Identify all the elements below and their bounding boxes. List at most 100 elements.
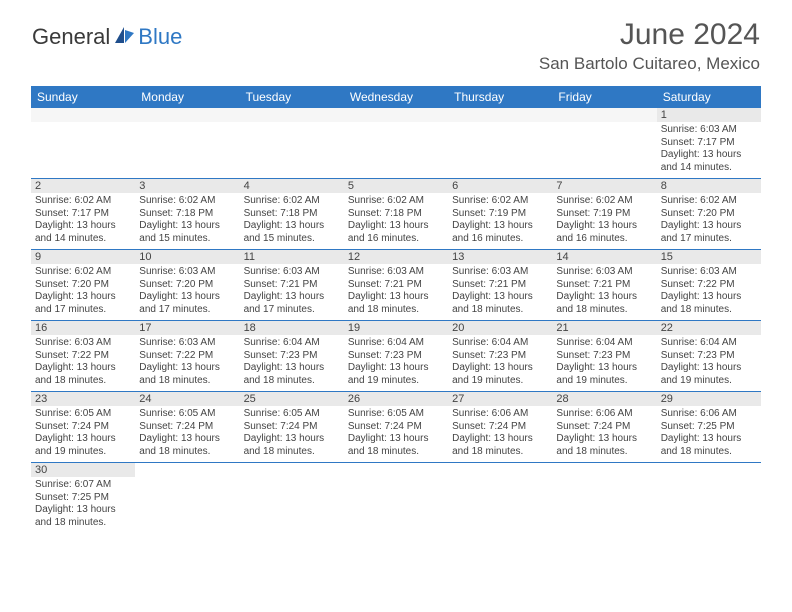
daylight-text: Daylight: 13 hours and 17 minutes. xyxy=(35,291,131,316)
col-sunday: Sunday xyxy=(31,86,135,108)
day-detail: Sunrise: 6:03 AMSunset: 7:21 PMDaylight:… xyxy=(344,264,448,320)
sunset-text: Sunset: 7:20 PM xyxy=(139,279,235,292)
daylight-text: Daylight: 13 hours and 15 minutes. xyxy=(139,220,235,245)
sunset-text: Sunset: 7:24 PM xyxy=(556,421,652,434)
calendar-cell: 6Sunrise: 6:02 AMSunset: 7:19 PMDaylight… xyxy=(448,179,552,250)
day-detail: Sunrise: 6:04 AMSunset: 7:23 PMDaylight:… xyxy=(552,335,656,391)
daylight-text: Daylight: 13 hours and 16 minutes. xyxy=(556,220,652,245)
calendar-cell: 15Sunrise: 6:03 AMSunset: 7:22 PMDayligh… xyxy=(657,250,761,321)
day-detail: Sunrise: 6:06 AMSunset: 7:24 PMDaylight:… xyxy=(552,406,656,462)
day-number: 26 xyxy=(344,392,448,406)
day-detail: Sunrise: 6:03 AMSunset: 7:21 PMDaylight:… xyxy=(448,264,552,320)
sunrise-text: Sunrise: 6:02 AM xyxy=(452,195,548,208)
calendar-cell: 27Sunrise: 6:06 AMSunset: 7:24 PMDayligh… xyxy=(448,392,552,463)
calendar-cell: 3Sunrise: 6:02 AMSunset: 7:18 PMDaylight… xyxy=(135,179,239,250)
sail-icon xyxy=(114,25,136,50)
sunrise-text: Sunrise: 6:02 AM xyxy=(244,195,340,208)
daylight-text: Daylight: 13 hours and 15 minutes. xyxy=(244,220,340,245)
calendar-cell: 17Sunrise: 6:03 AMSunset: 7:22 PMDayligh… xyxy=(135,321,239,392)
day-detail: Sunrise: 6:04 AMSunset: 7:23 PMDaylight:… xyxy=(657,335,761,391)
day-number: 27 xyxy=(448,392,552,406)
calendar-cell: 1Sunrise: 6:03 AMSunset: 7:17 PMDaylight… xyxy=(657,108,761,179)
calendar-cell: 12Sunrise: 6:03 AMSunset: 7:21 PMDayligh… xyxy=(344,250,448,321)
sunrise-text: Sunrise: 6:04 AM xyxy=(452,337,548,350)
sunset-text: Sunset: 7:17 PM xyxy=(35,208,131,221)
sunrise-text: Sunrise: 6:03 AM xyxy=(348,266,444,279)
day-detail: Sunrise: 6:03 AMSunset: 7:21 PMDaylight:… xyxy=(552,264,656,320)
day-detail: Sunrise: 6:06 AMSunset: 7:24 PMDaylight:… xyxy=(448,406,552,462)
calendar-row: 1Sunrise: 6:03 AMSunset: 7:17 PMDaylight… xyxy=(31,108,761,179)
day-number xyxy=(552,108,656,122)
sunrise-text: Sunrise: 6:06 AM xyxy=(556,408,652,421)
daylight-text: Daylight: 13 hours and 18 minutes. xyxy=(244,433,340,458)
daylight-text: Daylight: 13 hours and 18 minutes. xyxy=(35,504,131,529)
sunset-text: Sunset: 7:21 PM xyxy=(556,279,652,292)
calendar-cell: 5Sunrise: 6:02 AMSunset: 7:18 PMDaylight… xyxy=(344,179,448,250)
daylight-text: Daylight: 13 hours and 17 minutes. xyxy=(661,220,757,245)
sunrise-text: Sunrise: 6:03 AM xyxy=(661,266,757,279)
day-number: 2 xyxy=(31,179,135,193)
calendar-cell xyxy=(135,463,239,534)
calendar-cell xyxy=(657,463,761,534)
sunrise-text: Sunrise: 6:07 AM xyxy=(35,479,131,492)
calendar-cell: 18Sunrise: 6:04 AMSunset: 7:23 PMDayligh… xyxy=(240,321,344,392)
calendar-row: 2 Sunrise: 6:02 AM Sunset: 7:17 PM Daylight… xyxy=(31,179,761,250)
daylight-text: Daylight: 13 hours and 14 minutes. xyxy=(661,149,757,174)
day-number: 8 xyxy=(657,179,761,193)
col-friday: Friday xyxy=(552,86,656,108)
daylight-text: Daylight: 13 hours and 17 minutes. xyxy=(244,291,340,316)
daylight-text: Daylight: 13 hours and 19 minutes. xyxy=(452,362,548,387)
calendar-cell: 22Sunrise: 6:04 AMSunset: 7:23 PMDayligh… xyxy=(657,321,761,392)
sunset-text: Sunset: 7:23 PM xyxy=(556,350,652,363)
calendar-cell xyxy=(552,108,656,179)
day-number: 19 xyxy=(344,321,448,335)
calendar-cell xyxy=(448,463,552,534)
calendar-cell xyxy=(448,108,552,179)
calendar-cell: 26Sunrise: 6:05 AMSunset: 7:24 PMDayligh… xyxy=(344,392,448,463)
calendar-cell: 24Sunrise: 6:05 AMSunset: 7:24 PMDayligh… xyxy=(135,392,239,463)
sunrise-text: Sunrise: 6:05 AM xyxy=(35,408,131,421)
calendar-cell: 30Sunrise: 6:07 AMSunset: 7:25 PMDayligh… xyxy=(31,463,135,534)
day-number xyxy=(448,108,552,122)
col-wednesday: Wednesday xyxy=(344,86,448,108)
calendar-cell: 23Sunrise: 6:05 AMSunset: 7:24 PMDayligh… xyxy=(31,392,135,463)
sunset-text: Sunset: 7:24 PM xyxy=(244,421,340,434)
day-detail: Sunrise: 6:04 AMSunset: 7:23 PMDaylight:… xyxy=(240,335,344,391)
sunset-text: Sunset: 7:23 PM xyxy=(348,350,444,363)
day-number xyxy=(240,463,344,477)
day-detail: Sunrise: 6:03 AMSunset: 7:22 PMDaylight:… xyxy=(135,335,239,391)
sunrise-text: Sunrise: 6:03 AM xyxy=(452,266,548,279)
day-number: 24 xyxy=(135,392,239,406)
day-detail: Sunrise: 6:04 AMSunset: 7:23 PMDaylight:… xyxy=(448,335,552,391)
sunrise-text: Sunrise: 6:04 AM xyxy=(244,337,340,350)
calendar-cell: 4Sunrise: 6:02 AMSunset: 7:18 PMDaylight… xyxy=(240,179,344,250)
calendar-row: 16Sunrise: 6:03 AMSunset: 7:22 PMDayligh… xyxy=(31,321,761,392)
day-number: 18 xyxy=(240,321,344,335)
daylight-text: Daylight: 13 hours and 19 minutes. xyxy=(556,362,652,387)
sunrise-text: Sunrise: 6:02 AM xyxy=(556,195,652,208)
day-detail: Sunrise: 6:04 AMSunset: 7:23 PMDaylight:… xyxy=(344,335,448,391)
day-detail: Sunrise: 6:03 AMSunset: 7:22 PMDaylight:… xyxy=(657,264,761,320)
day-detail: Sunrise: 6:06 AMSunset: 7:25 PMDaylight:… xyxy=(657,406,761,462)
day-number: 15 xyxy=(657,250,761,264)
daylight-text: Daylight: 13 hours and 18 minutes. xyxy=(556,291,652,316)
day-detail: Sunrise: 6:02 AMSunset: 7:20 PMDaylight:… xyxy=(657,193,761,249)
calendar-cell xyxy=(552,463,656,534)
calendar-cell: 11Sunrise: 6:03 AMSunset: 7:21 PMDayligh… xyxy=(240,250,344,321)
day-detail: Sunrise: 6:05 AMSunset: 7:24 PMDaylight:… xyxy=(31,406,135,462)
calendar-cell: 9Sunrise: 6:02 AMSunset: 7:20 PMDaylight… xyxy=(31,250,135,321)
daylight-text: Daylight: 13 hours and 19 minutes. xyxy=(35,433,131,458)
calendar-cell: 21Sunrise: 6:04 AMSunset: 7:23 PMDayligh… xyxy=(552,321,656,392)
day-number xyxy=(344,108,448,122)
calendar-cell: 7Sunrise: 6:02 AMSunset: 7:19 PMDaylight… xyxy=(552,179,656,250)
sunset-text: Sunset: 7:19 PM xyxy=(556,208,652,221)
day-number: 14 xyxy=(552,250,656,264)
title-block: June 2024 San Bartolo Cuitareo, Mexico xyxy=(539,18,760,74)
sunrise-text: Sunrise: 6:04 AM xyxy=(556,337,652,350)
daylight-text: Daylight: 13 hours and 18 minutes. xyxy=(244,362,340,387)
calendar-cell xyxy=(240,108,344,179)
day-number: 28 xyxy=(552,392,656,406)
calendar-cell xyxy=(240,463,344,534)
sunset-text: Sunset: 7:22 PM xyxy=(35,350,131,363)
day-detail: Sunrise: 6:05 AMSunset: 7:24 PMDaylight:… xyxy=(240,406,344,462)
